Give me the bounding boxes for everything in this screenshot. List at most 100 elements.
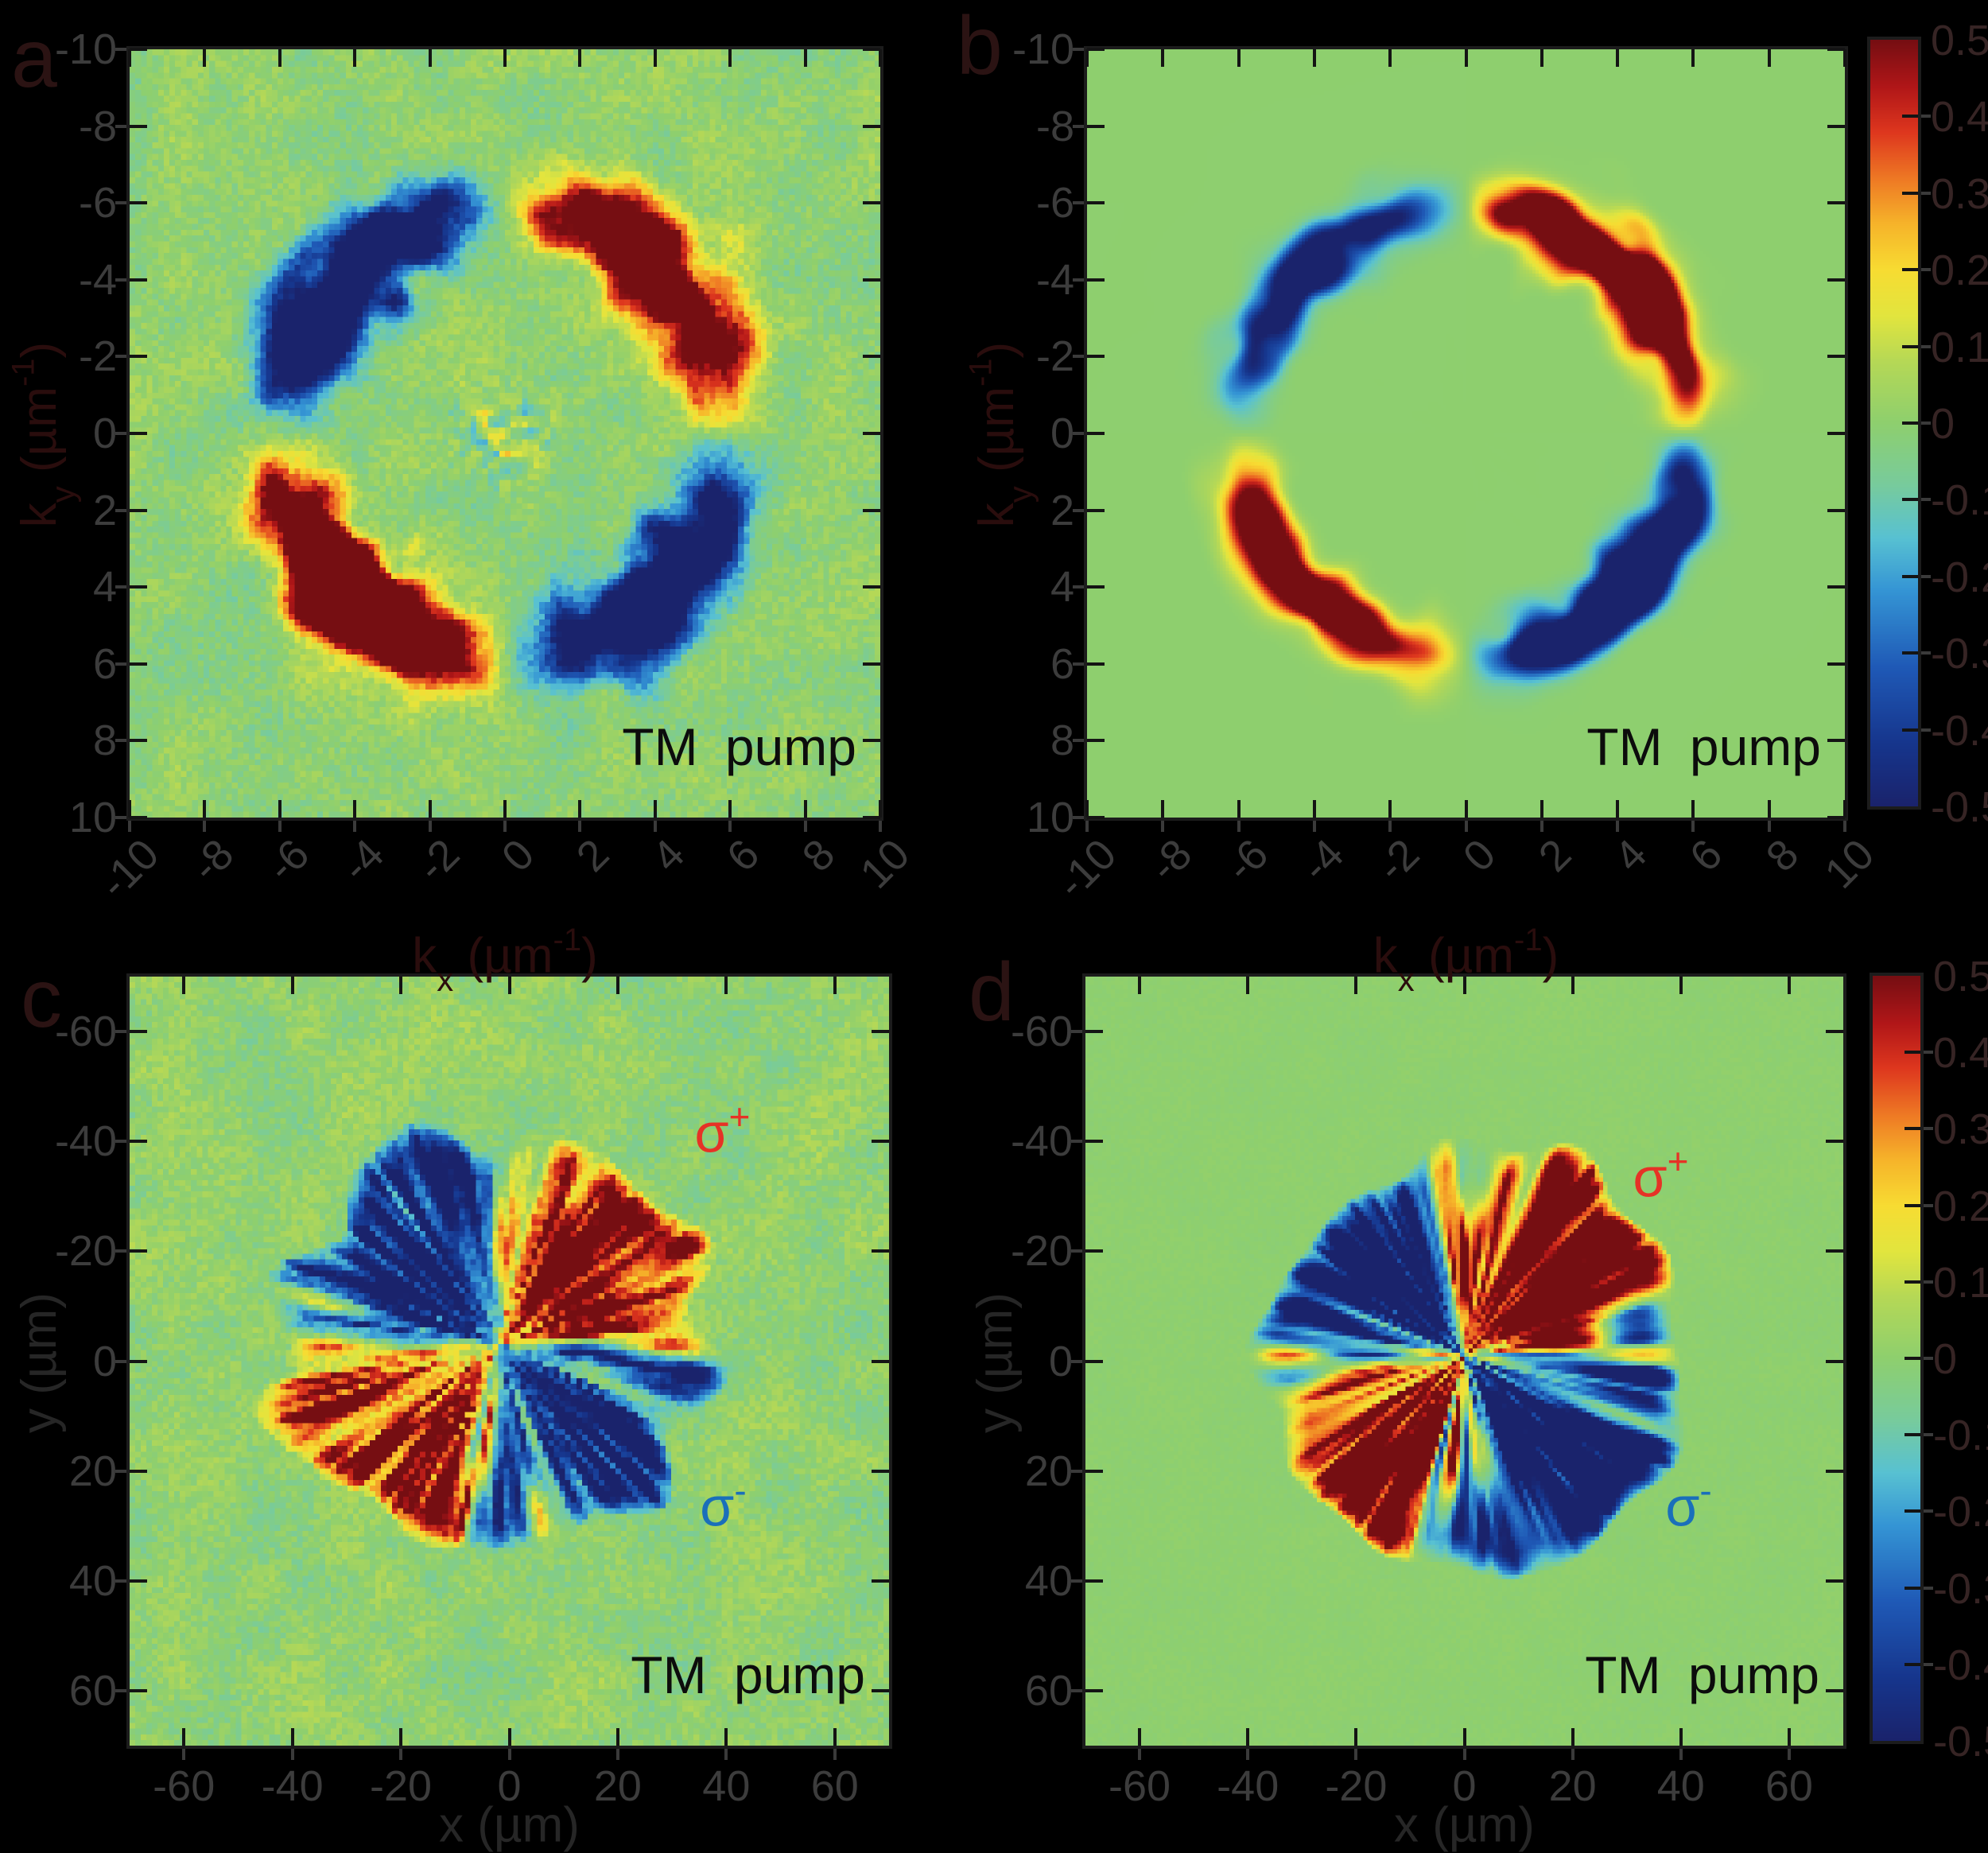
x-tick-label: -6 — [257, 829, 319, 892]
y-tick-mark — [1827, 585, 1845, 589]
x-tick-label: -8 — [1140, 829, 1202, 892]
x-tick-mark — [203, 49, 207, 67]
x-tick-label: -4 — [1291, 829, 1353, 892]
x-tick-mark-outer — [278, 821, 282, 832]
x-tick-mark — [1237, 800, 1241, 818]
x-tick-mark — [728, 49, 732, 67]
y-tick-mark — [872, 1469, 889, 1473]
x-tick-mark — [278, 49, 282, 67]
colorbar-tick-mark-outer — [1924, 1051, 1933, 1055]
y-tick-mark-outer — [1073, 585, 1084, 589]
x-tick-label: -40 — [261, 1762, 324, 1810]
colorbar-tick-label: -0.2 — [1931, 553, 1988, 601]
x-tick-label: -10 — [90, 829, 169, 908]
sigma-minus-label-c: σ- — [700, 1470, 747, 1538]
y-tick-mark — [863, 508, 880, 512]
y-tick-label: 6 — [92, 639, 117, 688]
colorbar-tick-mark-outer — [1921, 268, 1931, 272]
x-tick-label: -60 — [153, 1762, 215, 1810]
y-tick-mark-outer — [1071, 1688, 1082, 1692]
x-tick-mark — [1540, 49, 1543, 67]
y-tick-mark-outer — [115, 1249, 126, 1253]
y-tick-mark — [872, 1579, 889, 1583]
x-tick-label: 0 — [492, 829, 544, 881]
y-tick-mark-outer — [1073, 48, 1084, 51]
y-tick-mark-outer — [115, 585, 126, 589]
x-tick-label: -60 — [1109, 1762, 1171, 1810]
x-tick-label: 60 — [1765, 1762, 1813, 1810]
sigma-plus-label-d: σ+ — [1633, 1140, 1689, 1208]
y-tick-label: 2 — [1050, 486, 1074, 534]
colorbar-tick-mark-outer — [1921, 115, 1931, 118]
y-tick-mark — [130, 278, 147, 282]
x-tick-mark-outer — [1843, 821, 1846, 832]
colorbar-tick-mark — [1905, 1051, 1920, 1055]
colorbar-tick-label: 0.1 — [1931, 323, 1988, 371]
x-tick-mark-outer — [182, 1749, 186, 1760]
colorbar-tick-label: -0.3 — [1933, 1564, 1988, 1613]
y-tick-mark-outer — [1071, 1359, 1082, 1363]
y-tick-mark — [1087, 739, 1105, 743]
x-tick-mark — [1679, 977, 1683, 994]
y-tick-mark — [1087, 278, 1105, 282]
y-tick-mark-outer — [1073, 124, 1084, 128]
y-tick-label: -20 — [1010, 1227, 1073, 1276]
x-tick-label: 40 — [702, 1762, 751, 1810]
xlabel-panel-c: x (µm) — [439, 1797, 580, 1853]
x-tick-mark — [728, 800, 732, 818]
x-tick-mark-outer — [833, 1749, 837, 1760]
x-tick-label: 40 — [1656, 1762, 1705, 1810]
x-tick-mark — [278, 800, 282, 818]
x-tick-label: -8 — [182, 829, 243, 892]
y-tick-mark-outer — [115, 201, 126, 205]
x-tick-mark — [399, 1728, 403, 1746]
x-tick-mark-outer — [728, 821, 732, 832]
y-tick-mark — [130, 816, 147, 819]
y-tick-mark — [130, 432, 147, 435]
y-tick-mark — [872, 1688, 889, 1692]
y-tick-mark-outer — [115, 48, 126, 51]
y-tick-mark — [863, 201, 880, 205]
colorbar-tick-label: 0.5 — [1931, 17, 1988, 64]
colorbar-tick-mark — [1902, 268, 1918, 272]
y-tick-mark-outer — [1073, 739, 1084, 743]
y-tick-mark — [1827, 508, 1845, 512]
x-tick-mark — [1085, 49, 1089, 67]
x-tick-label: 0 — [497, 1762, 522, 1810]
colorbar-tick-label: 0 — [1933, 1335, 1958, 1383]
y-tick-mark — [1827, 432, 1845, 435]
x-tick-mark — [724, 1728, 728, 1746]
sigma-plus-label-c: σ+ — [694, 1096, 751, 1164]
colorbar-tick-label: -0.5 — [1931, 783, 1988, 831]
y-tick-mark — [1826, 1249, 1843, 1253]
y-tick-mark — [130, 662, 147, 666]
colorbar-tick-mark — [1902, 498, 1918, 502]
x-tick-mark — [879, 800, 882, 818]
x-tick-label: 10 — [1815, 829, 1884, 898]
y-tick-label: -40 — [54, 1117, 117, 1166]
y-tick-mark — [872, 1140, 889, 1144]
x-tick-mark — [578, 49, 582, 67]
x-tick-label: -6 — [1216, 829, 1277, 892]
x-tick-mark-outer — [1691, 821, 1695, 832]
x-tick-label: 20 — [593, 1762, 642, 1810]
colorbar-tick-mark-outer — [1921, 191, 1931, 195]
colorbar-tick-mark — [1902, 344, 1918, 348]
colorbar-tick-mark — [1905, 1203, 1920, 1207]
y-tick-label: 8 — [92, 717, 117, 765]
colorbar-tick-label: -0.4 — [1931, 706, 1988, 755]
x-tick-mark-outer — [1571, 1749, 1574, 1760]
x-tick-mark — [507, 977, 511, 994]
y-tick-mark-outer — [115, 1688, 126, 1692]
x-tick-mark — [503, 49, 507, 67]
y-tick-mark-outer — [1073, 662, 1084, 666]
colorbar-tick-label: 0.2 — [1931, 247, 1988, 295]
x-tick-mark — [1540, 800, 1543, 818]
x-tick-mark-outer — [724, 1749, 728, 1760]
x-tick-mark — [1138, 1728, 1142, 1746]
y-tick-mark — [130, 1469, 147, 1473]
colorbar-tick-label: -0.4 — [1933, 1641, 1988, 1689]
colorbar-tick-mark-outer — [1924, 1357, 1933, 1360]
y-tick-mark — [872, 1359, 889, 1363]
y-tick-mark — [1827, 739, 1845, 743]
